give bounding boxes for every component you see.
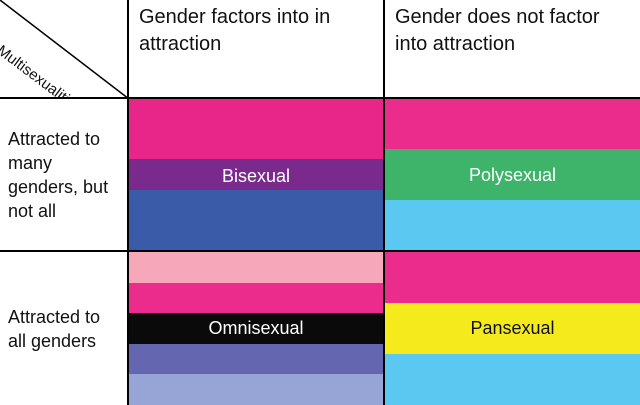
bisexual-stripe-3 bbox=[129, 189, 383, 250]
pansexual-stripe-1 bbox=[385, 252, 640, 303]
polysexual-stripe-1 bbox=[385, 99, 640, 150]
column-header-gender-factors: Gender factors into in attraction bbox=[129, 0, 385, 99]
omnisexual-flag: Omnisexual bbox=[129, 252, 385, 405]
omnisexual-stripe-4 bbox=[129, 343, 383, 375]
pansexual-stripe-2 bbox=[385, 303, 640, 354]
corner-diagonal-line bbox=[0, 0, 127, 97]
pansexual-stripe-3 bbox=[385, 354, 640, 405]
polysexual-flag: Polysexual bbox=[385, 99, 640, 252]
column-header-gender-not-factor: Gender does not factor into attraction bbox=[385, 0, 640, 99]
bisexual-stripe-2 bbox=[129, 159, 383, 190]
omnisexual-stripe-3 bbox=[129, 313, 383, 344]
omnisexual-stripe-1 bbox=[129, 252, 383, 283]
corner-header: Multisexualities bbox=[0, 0, 129, 99]
bisexual-stripe-1 bbox=[129, 99, 383, 160]
omnisexual-stripe-2 bbox=[129, 282, 383, 314]
row-header-all-genders: Attracted to all genders bbox=[0, 252, 129, 405]
omnisexual-stripe-5 bbox=[129, 374, 383, 405]
bisexual-flag: Bisexual bbox=[129, 99, 385, 252]
pansexual-flag: Pansexual bbox=[385, 252, 640, 405]
polysexual-stripe-2 bbox=[385, 149, 640, 200]
polysexual-stripe-3 bbox=[385, 199, 640, 250]
row-header-many-genders: Attracted to many genders, but not all bbox=[0, 99, 129, 252]
